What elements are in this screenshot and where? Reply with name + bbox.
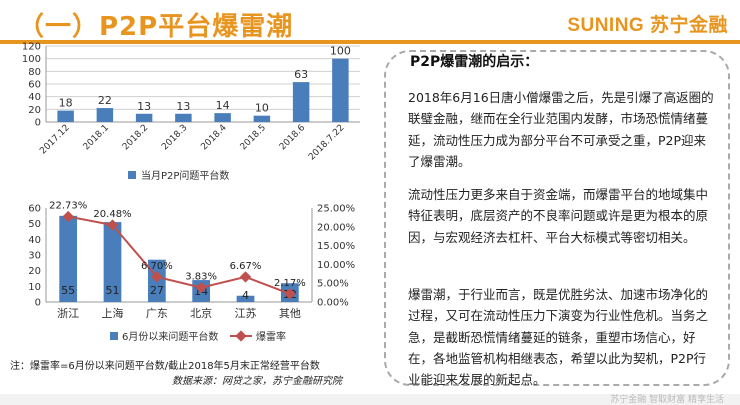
bar-data-label: 27	[150, 284, 164, 297]
rate-data-label: 3.83%	[185, 272, 217, 283]
y-tick-label: 0	[35, 298, 41, 309]
y-tick-label: 30	[28, 251, 41, 262]
x-tick-label: 2018.7.22	[307, 123, 346, 162]
x-tick-label: 2018.6	[278, 123, 308, 153]
bar	[135, 113, 153, 122]
legend-marker	[235, 330, 247, 342]
data-label: 13	[137, 100, 151, 113]
x-tick-label: 2018.5	[239, 123, 268, 152]
y-tick-label: 100	[22, 54, 41, 65]
rate-marker	[239, 271, 252, 283]
rate-data-label: 2.17%	[274, 278, 306, 289]
x-tick-label: 浙江	[57, 307, 79, 320]
x-tick-label: 北京	[190, 306, 212, 320]
insight-paragraph: 爆雷潮，于行业而言，既是优胜劣汰、加速市场净化的过程，又可在流动性压力下演变为行…	[408, 287, 709, 388]
rate-marker	[151, 271, 163, 283]
legend-label: 6月份以来问题平台数	[122, 330, 218, 343]
y-tick-label: 50	[28, 219, 41, 230]
insight-title: P2P爆雷潮的启示：	[410, 54, 539, 70]
y2-tick-label: 25.00%	[317, 204, 355, 215]
header-divider	[0, 40, 740, 44]
y-tick-label: 60	[28, 204, 41, 215]
x-tick-label: 其他	[279, 307, 301, 320]
x-tick-label: 2018.4	[199, 123, 229, 153]
data-label: 22	[98, 94, 112, 107]
legend-swatch	[128, 171, 136, 179]
bar-data-label: 4	[242, 289, 249, 302]
legend-label: 爆雷率	[256, 330, 286, 343]
insight-paragraph: 2018年6月16日唐小僧爆雷之后，先是引爆了高返圈的联璧金融，继而在全行业范围…	[408, 90, 714, 169]
insight-paragraph: 流动性压力更多来自于资金端，而爆雷平台的地域集中特征表明，底层资产的不良率问题或…	[408, 187, 709, 245]
data-source: 数据来源：网贷之家，苏宁金融研究院	[172, 376, 342, 387]
bar	[57, 110, 74, 122]
bar	[236, 295, 255, 302]
y2-tick-label: 15.00%	[317, 241, 355, 252]
data-label: 14	[216, 99, 230, 112]
y2-tick-label: 10.00%	[317, 260, 355, 271]
y2-tick-label: 0.00%	[317, 298, 349, 309]
x-tick-label: 2018.3	[160, 123, 189, 152]
rate-data-label: 6.70%	[141, 261, 173, 272]
rate-data-label: 6.67%	[230, 261, 262, 272]
bar	[332, 58, 349, 122]
bar	[253, 115, 271, 122]
data-label: 100	[330, 45, 351, 58]
y-tick-label: 20	[28, 266, 41, 277]
data-label: 10	[255, 102, 269, 115]
y-tick-label: 40	[28, 235, 41, 246]
x-tick-label: 上海	[102, 306, 124, 320]
data-label: 18	[59, 97, 73, 110]
y-tick-label: 80	[28, 67, 41, 78]
monthly-problem-platforms-chart: 020406080100120182017.12222018.1132018.2…	[22, 42, 360, 182]
x-tick-label: 江苏	[235, 307, 257, 320]
legend-label: 当月P2P问题平台数	[141, 169, 229, 182]
y-tick-label: 10	[28, 282, 41, 293]
x-tick-label: 2018.1	[82, 123, 111, 152]
bar	[175, 113, 192, 122]
footer-slogan: 苏宁金融 智取财富 精享生活	[610, 395, 724, 405]
y2-tick-label: 5.00%	[317, 279, 349, 290]
bar-data-label: 55	[61, 284, 75, 297]
y-tick-label: 0	[35, 118, 41, 129]
x-tick-label: 2018.2	[121, 123, 150, 152]
rate-marker	[195, 281, 207, 294]
y-tick-label: 60	[28, 80, 41, 91]
y-tick-label: 120	[22, 42, 41, 53]
bar	[214, 113, 231, 122]
rate-marker	[106, 219, 119, 231]
y-tick-label: 40	[28, 92, 41, 103]
rate-data-label: 22.73%	[49, 201, 87, 212]
page-title: （一）P2P平台爆雷潮	[18, 12, 294, 42]
insight-box	[384, 50, 730, 386]
x-tick-label: 广东	[146, 307, 168, 320]
bar	[96, 108, 114, 122]
rate-line	[67, 215, 291, 295]
chart-note: 注：爆雷率=6月份以来问题平台数/截止2018年5月末正常经营平台数	[10, 361, 320, 372]
bar	[103, 222, 122, 302]
data-label: 13	[176, 100, 190, 113]
rate-data-label: 20.48%	[93, 209, 131, 220]
bar	[59, 215, 78, 302]
bar-data-label: 51	[106, 284, 120, 297]
bar	[292, 82, 310, 122]
x-tick-label: 2017.12	[38, 123, 71, 156]
data-label: 63	[294, 68, 308, 81]
brand-logo: SUNING 苏宁金融	[567, 15, 728, 36]
footer-bar: 苏宁金融 智取财富 精享生活	[0, 394, 740, 405]
y2-tick-label: 20.00%	[317, 222, 355, 233]
regional-problem-platforms-chart: 0 10 20 30 40 50 60 0.00% 5.00% 10.00% 15.00% 20.00…	[28, 201, 355, 343]
legend-swatch	[110, 332, 118, 340]
y-tick-label: 20	[28, 105, 41, 116]
